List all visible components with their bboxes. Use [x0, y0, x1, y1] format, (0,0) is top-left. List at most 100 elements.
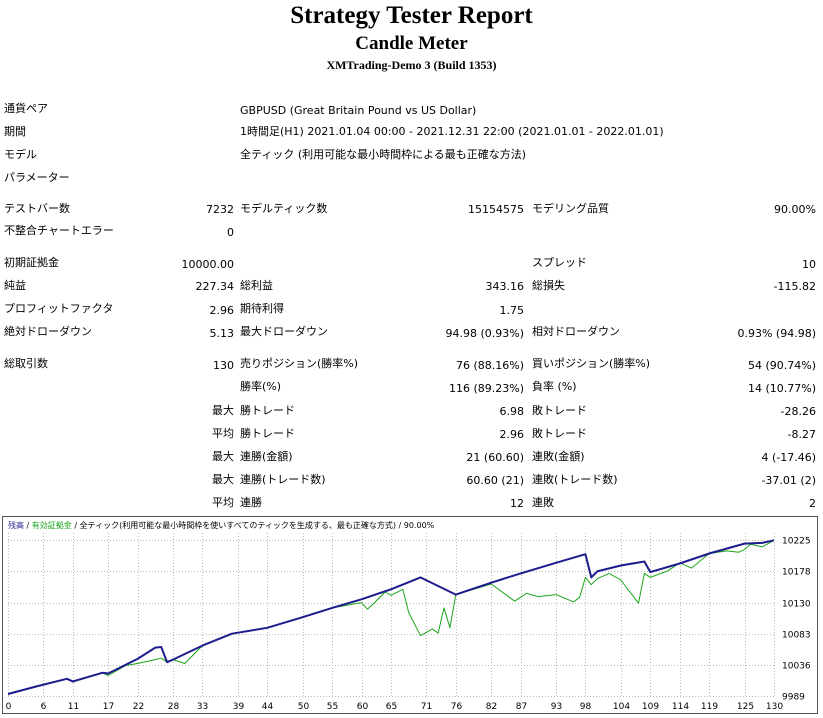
win-rate-label: 勝率(%) — [240, 380, 282, 393]
y-tick-label: 10036 — [782, 662, 811, 672]
legend-balance: 残高 — [8, 521, 24, 530]
server-info: XMTrading-Demo 3 (Build 1353) — [326, 58, 497, 72]
y-tick-label: 10083 — [782, 631, 811, 641]
legend-quality: 90.00% — [403, 521, 435, 530]
relative-drawdown-label: 相対ドローダウン — [532, 325, 620, 338]
average-prefix: 平均 — [212, 427, 234, 440]
x-tick-label: 0 — [6, 702, 12, 712]
expected-payoff-label: 期待利得 — [240, 302, 284, 315]
equity-line — [7, 539, 775, 695]
x-tick-label: 60 — [357, 702, 369, 712]
relative-drawdown-value: 0.93% (94.98) — [737, 327, 816, 340]
initial-deposit-label: 初期証拠金 — [4, 256, 59, 269]
largest-profit-label: 勝トレード — [240, 404, 295, 417]
spread-value: 10 — [802, 258, 816, 271]
mismatch-label: 不整合チャートエラー — [4, 224, 114, 237]
gross-profit-label: 総利益 — [240, 279, 273, 292]
largest-loss-label: 敗トレード — [532, 404, 587, 417]
average-consecutive-losses-label: 連敗 — [532, 496, 554, 509]
y-tick-label: 10130 — [782, 600, 811, 610]
x-tick-label: 28 — [168, 702, 180, 712]
legend-separator: / — [71, 521, 80, 530]
x-tick-label: 114 — [672, 702, 689, 712]
loss-rate-label: 負率 (%) — [532, 380, 577, 393]
maximal-drawdown-label: 最大ドローダウン — [240, 325, 328, 338]
legend-separator: / — [395, 521, 404, 530]
net-profit-label: 純益 — [4, 279, 26, 292]
model-quality-value: 90.00% — [774, 203, 816, 216]
model-ticks-value: 15154575 — [468, 203, 524, 216]
legend-model: 全ティック(利用可能な最小時間枠を使いすべてのティックを生成する、最も正確な方式… — [79, 521, 396, 530]
average-consecutive-prefix: 平均 — [212, 496, 234, 509]
absolute-drawdown-value: 5.13 — [209, 327, 235, 340]
long-positions-value: 54 (90.74%) — [747, 359, 816, 372]
average-consecutive-losses-value: 2 — [809, 497, 816, 510]
gross-profit-value: 343.16 — [485, 280, 525, 293]
gross-loss-label: 総損失 — [532, 279, 565, 292]
max-consecutive-prefix: 最大 — [212, 450, 234, 463]
x-tick-label: 44 — [262, 702, 274, 712]
expected-payoff-value: 1.75 — [499, 304, 525, 317]
profit-factor-value: 2.96 — [209, 304, 235, 317]
test-bars-label: テストバー数 — [4, 202, 70, 215]
x-tick-label: 119 — [701, 702, 718, 712]
largest-prefix: 最大 — [212, 404, 234, 417]
x-tick-label: 98 — [580, 702, 592, 712]
short-positions-label: 売りポジション(勝率%) — [240, 357, 359, 370]
max-consecutive-count-prefix: 最大 — [212, 473, 234, 486]
x-tick-label: 130 — [766, 702, 783, 712]
x-tick-label: 33 — [197, 702, 208, 712]
max-consecutive-losses-value: 4 (-17.46) — [761, 451, 816, 464]
spread-label: スプレッド — [532, 256, 587, 269]
x-tick-label: 104 — [613, 702, 630, 712]
absolute-drawdown-label: 絶対ドローダウン — [4, 325, 92, 338]
x-tick-label: 11 — [68, 702, 79, 712]
total-trades-label: 総取引数 — [4, 357, 48, 370]
x-tick-label: 50 — [298, 702, 310, 712]
maximal-drawdown-value: 94.98 (0.93%) — [445, 327, 524, 340]
average-loss-label: 敗トレード — [532, 427, 587, 440]
x-tick-label: 87 — [516, 702, 527, 712]
x-tick-label: 22 — [133, 702, 144, 712]
period-label: 期間 — [4, 125, 26, 138]
chart-legend: 残高 / 有効証拠金 / 全ティック(利用可能な最小時間枠を使いすべてのティック… — [8, 521, 434, 531]
symbol-value: GBPUSD (Great Britain Pound vs US Dollar… — [240, 104, 477, 117]
gross-loss-value: -115.82 — [773, 280, 816, 293]
legend-equity: 有効証拠金 — [31, 521, 72, 530]
model-quality-label: モデリング品質 — [532, 202, 609, 215]
report-title: Strategy Tester Report — [290, 2, 533, 29]
model-ticks-label: モデルティック数 — [240, 202, 328, 215]
y-tick-label: 10225 — [782, 537, 811, 547]
average-profit-value: 2.96 — [499, 428, 525, 441]
long-positions-label: 買いポジション(勝率%) — [532, 357, 651, 370]
average-profit-label: 勝トレード — [240, 427, 295, 440]
legend-separator: / — [24, 521, 32, 530]
chart-canvas: 9989 10036 10083 10130 10178 10225 0 6 11 17 22 28 3… — [2, 516, 818, 714]
x-tick-label: 76 — [451, 702, 463, 712]
win-rate-value: 116 (89.23%) — [448, 382, 524, 395]
loss-rate-value: 14 (10.77%) — [747, 382, 816, 395]
average-consecutive-wins-value: 12 — [510, 497, 524, 510]
total-trades-value: 130 — [213, 359, 234, 372]
max-consecutive-loss-label: 連敗(トレード数) — [532, 473, 618, 486]
x-tick-label: 82 — [486, 702, 497, 712]
balance-line — [7, 539, 775, 695]
average-consecutive-wins-label: 連勝 — [240, 496, 262, 509]
x-tick-label: 55 — [327, 702, 338, 712]
mismatch-value: 0 — [227, 226, 234, 239]
max-consecutive-losses-label: 連敗(金額) — [532, 450, 585, 463]
expert-name: Candle Meter — [355, 33, 468, 54]
test-bars-value: 7232 — [206, 203, 234, 216]
parameters-label: パラメーター — [4, 171, 70, 184]
average-loss-value: -8.27 — [787, 428, 816, 441]
net-profit-value: 227.34 — [195, 280, 235, 293]
y-tick-label: 10178 — [782, 568, 811, 578]
x-tick-label: 39 — [233, 702, 245, 712]
symbol-label: 通貨ペア — [4, 102, 48, 115]
x-tick-label: 109 — [642, 702, 659, 712]
period-value: 1時間足(H1) 2021.01.04 00:00 - 2021.12.31 2… — [240, 125, 664, 138]
x-tick-label: 65 — [386, 702, 397, 712]
x-tick-label: 17 — [103, 702, 114, 712]
max-consecutive-wins-label: 連勝(金額) — [240, 450, 293, 463]
model-value: 全ティック (利用可能な最小時間枠による最も正確な方法) — [240, 148, 527, 161]
